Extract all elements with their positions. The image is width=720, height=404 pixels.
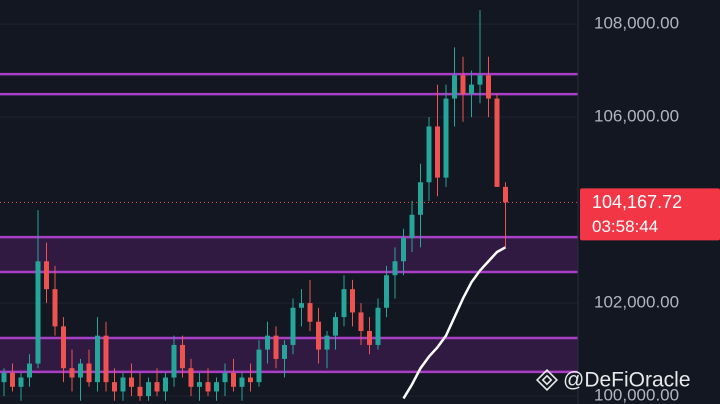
zone <box>0 237 578 272</box>
candle-body <box>44 261 49 290</box>
candle-body <box>27 363 32 378</box>
candle-body <box>231 372 236 387</box>
candle-body <box>256 349 262 383</box>
candle-body <box>333 317 338 336</box>
candle-body <box>273 335 279 359</box>
candle-body <box>443 98 449 178</box>
watermark-icon <box>535 368 559 392</box>
candle-body <box>10 372 15 387</box>
moving-average-line <box>402 246 507 400</box>
candle-body <box>154 382 160 392</box>
candle-body <box>316 321 321 350</box>
candle-body <box>307 303 313 322</box>
candle-body <box>239 377 245 387</box>
candle-body <box>426 126 432 183</box>
candle-body <box>401 238 406 262</box>
candle-body <box>171 344 177 378</box>
candles <box>1 10 508 401</box>
candle-body <box>86 363 92 383</box>
candle-body <box>375 307 381 345</box>
candle-body <box>384 275 389 308</box>
candle-body <box>188 368 194 387</box>
watermark-text: @DeFiOracle <box>563 369 691 392</box>
candle-body <box>460 75 466 94</box>
y-tick-label: 100,000.00 <box>594 386 679 404</box>
y-tick-label: 106,000.00 <box>594 107 679 126</box>
candle-body <box>248 377 253 383</box>
candle-body <box>146 382 151 397</box>
last-price-label: 104,167.72 <box>592 192 682 212</box>
candle-body <box>129 377 134 387</box>
candle-body <box>435 126 440 178</box>
candle-body <box>494 98 500 187</box>
candle-body <box>137 386 143 397</box>
candle-body <box>69 368 75 378</box>
overlay <box>0 201 578 400</box>
watermark: @DeFiOracle <box>535 368 691 392</box>
candle-body <box>163 377 168 392</box>
candle-body <box>222 372 228 383</box>
y-tick-label: 108,000.00 <box>594 14 679 33</box>
candle-body <box>324 335 330 350</box>
candle-body <box>95 335 100 383</box>
candle-body <box>1 372 7 383</box>
candle-body <box>52 289 58 327</box>
candle-body <box>358 312 364 332</box>
candle-body <box>469 84 474 94</box>
candle-body <box>341 289 347 318</box>
candle-body <box>78 363 83 378</box>
candle-body <box>112 382 117 392</box>
candle-body <box>477 75 483 85</box>
candle-body <box>486 75 491 99</box>
candle-body <box>197 382 202 387</box>
price-axis: 100,000.00 102,000.00 106,000.00 108,000.00… <box>580 14 720 404</box>
candle-body <box>282 344 287 359</box>
candle-body <box>392 261 398 276</box>
candle-body <box>18 377 24 387</box>
candle-body <box>205 382 211 392</box>
candle-body <box>290 307 296 345</box>
candle-body <box>503 186 508 203</box>
candle-body <box>103 335 109 383</box>
last-price-box <box>580 188 720 241</box>
candle-body <box>265 335 270 350</box>
candle-body <box>418 182 423 215</box>
candle-body <box>61 326 66 369</box>
candle-body <box>120 377 126 392</box>
candle-body <box>180 344 185 369</box>
candle-body <box>409 214 415 239</box>
candle-body <box>367 331 372 345</box>
candle-body <box>35 261 41 364</box>
candle-body <box>452 75 457 99</box>
countdown-label: 03:58:44 <box>592 217 658 236</box>
grid <box>0 23 578 397</box>
y-tick-label: 102,000.00 <box>594 293 679 312</box>
candle-body <box>350 289 355 313</box>
candle-body <box>299 303 304 308</box>
candle-body <box>214 382 219 392</box>
